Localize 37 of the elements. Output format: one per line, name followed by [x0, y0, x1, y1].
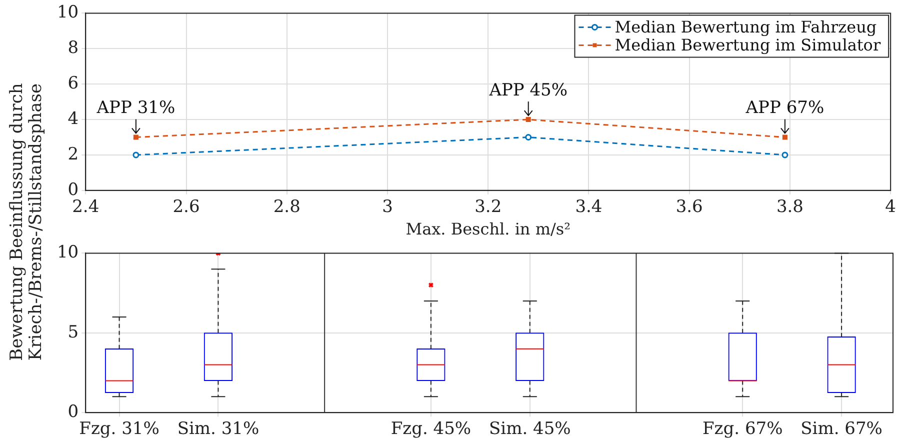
annotation: APP 31%	[96, 98, 176, 118]
y-tick-label: 8	[68, 38, 79, 58]
y-tick-label: 0	[68, 402, 79, 422]
annotation: APP 45%	[488, 80, 568, 100]
legend-label: Median Bewertung im Simulator	[614, 35, 881, 54]
x-tick-label: 3	[382, 197, 393, 218]
y-tick-label: 4	[68, 108, 79, 129]
annotation: APP 67%	[744, 98, 824, 118]
y-tick-label: 6	[68, 74, 79, 94]
x-tick-label: Fzg. 45%	[390, 419, 472, 440]
x-tick-label: 3.2	[474, 197, 502, 218]
y-tick-label: 5	[68, 322, 79, 342]
x-axis-title: Max. Beschl. in m/s²	[406, 220, 571, 239]
x-tick-label: Sim. 31%	[177, 419, 260, 440]
y-axis-title: Bewertung Beeinflussung durch Kriech-/Brems-/Stillstandsphase	[7, 82, 46, 362]
point	[782, 152, 788, 158]
x-tick-label: Sim. 67%	[800, 419, 882, 440]
point	[782, 134, 788, 140]
x-tick-label: 4	[885, 197, 896, 218]
y-tick-label: 10	[56, 242, 79, 263]
x-tick-label: 3.8	[776, 197, 804, 218]
x-tick-label: 2.6	[172, 197, 200, 218]
y-tick-label: 2	[68, 144, 79, 164]
legend-label: Median Bewertung im Fahrzeug	[614, 17, 877, 36]
point	[132, 152, 140, 158]
x-tick-label: 3.4	[575, 197, 602, 218]
point	[526, 117, 531, 122]
x-tick-label: 2.4	[72, 197, 100, 218]
x-tick-label: 3.6	[676, 197, 703, 218]
point	[133, 134, 138, 140]
x-tick-label: Sim. 45%	[488, 419, 571, 440]
y-tick-label: 10	[56, 2, 79, 23]
y-tick-label: 0	[68, 180, 79, 200]
x-tick-label: 2.8	[273, 197, 300, 218]
x-tick-label: Fzg. 67%	[702, 419, 783, 440]
point	[525, 134, 532, 140]
x-tick-label: Fzg. 31%	[79, 419, 160, 440]
